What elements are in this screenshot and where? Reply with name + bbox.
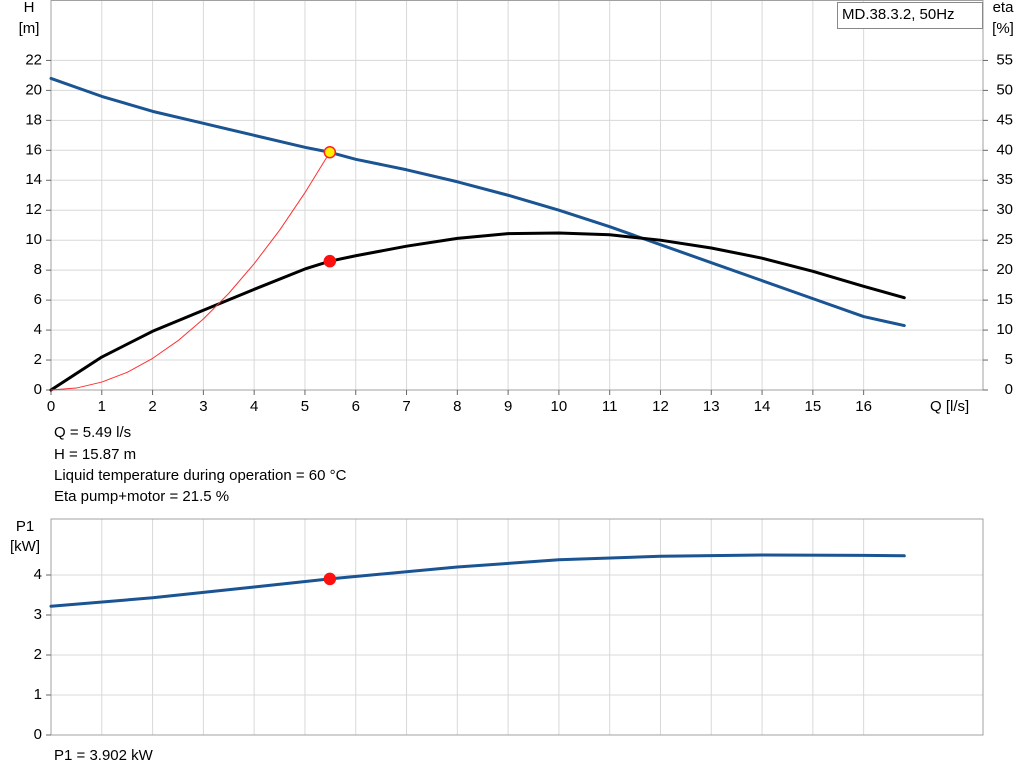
x-tick-label: 13 bbox=[703, 398, 720, 415]
duty-point bbox=[323, 572, 337, 586]
y-tick-label: 6 bbox=[34, 291, 42, 308]
y2-tick-label: 10 bbox=[996, 321, 1013, 338]
x-tick-label: 12 bbox=[652, 398, 669, 415]
chart-title: MD.38.3.2, 50Hz bbox=[842, 6, 955, 23]
x-tick-label: 7 bbox=[402, 398, 410, 415]
plot-frame bbox=[50, 0, 984, 391]
duty-point bbox=[323, 254, 337, 268]
y2-tick-label: 30 bbox=[996, 201, 1013, 218]
x-tick-label: 9 bbox=[504, 398, 512, 415]
info-line: H = 15.87 m bbox=[54, 446, 136, 463]
x-tick-label: 14 bbox=[754, 398, 771, 415]
y-tick-label: 10 bbox=[25, 231, 42, 248]
x-tick-label: 1 bbox=[98, 398, 106, 415]
curve bbox=[49, 76, 906, 328]
x-tick-label: 0 bbox=[47, 398, 55, 415]
y-tick-label: 16 bbox=[25, 141, 42, 158]
curve bbox=[50, 151, 331, 391]
curve bbox=[49, 553, 906, 608]
x-tick-label: 6 bbox=[352, 398, 360, 415]
x-tick-label: 5 bbox=[301, 398, 309, 415]
info-line: P1 = 3.902 kW bbox=[54, 747, 154, 764]
y2-axis-unit: [%] bbox=[992, 20, 1014, 37]
y-tick-label: 3 bbox=[34, 606, 42, 623]
y2-tick-label: 40 bbox=[996, 141, 1013, 158]
y-axis-label: H bbox=[24, 0, 35, 16]
y2-tick-label: 0 bbox=[1005, 381, 1013, 398]
y2-tick-label: 25 bbox=[996, 231, 1013, 248]
x-tick-label: 15 bbox=[805, 398, 822, 415]
x-tick-label: 16 bbox=[855, 398, 872, 415]
y2-tick-label: 45 bbox=[996, 111, 1013, 128]
plot-frame bbox=[50, 518, 984, 736]
y-tick-label: 0 bbox=[34, 381, 42, 398]
title-box bbox=[837, 2, 983, 29]
y2-tick-label: 50 bbox=[996, 81, 1013, 98]
info-line: Q = 5.49 l/s bbox=[54, 424, 131, 441]
y-tick-label: 14 bbox=[25, 171, 42, 188]
y-tick-label: 2 bbox=[34, 351, 42, 368]
y-tick-label: 22 bbox=[25, 51, 42, 68]
y-tick-label: 20 bbox=[25, 81, 42, 98]
info-line: Eta pump+motor = 21.5 % bbox=[54, 488, 229, 505]
x-tick-label: 8 bbox=[453, 398, 461, 415]
y-tick-label: 0 bbox=[34, 726, 42, 743]
y2-tick-label: 5 bbox=[1005, 351, 1013, 368]
y-axis-unit: [kW] bbox=[10, 538, 40, 555]
y2-axis-label: eta bbox=[993, 0, 1015, 16]
x-axis-label: Q [l/s] bbox=[930, 398, 969, 415]
y-tick-label: 8 bbox=[34, 261, 42, 278]
y2-tick-label: 55 bbox=[996, 51, 1013, 68]
y-tick-label: 1 bbox=[34, 686, 42, 703]
y2-tick-label: 15 bbox=[996, 291, 1013, 308]
y-axis-label: P1 bbox=[16, 518, 34, 535]
y-tick-label: 18 bbox=[25, 111, 42, 128]
y2-tick-label: 20 bbox=[996, 261, 1013, 278]
y2-tick-label: 35 bbox=[996, 171, 1013, 188]
y-tick-label: 2 bbox=[34, 646, 42, 663]
curve bbox=[49, 231, 906, 392]
info-line: Liquid temperature during operation = 60… bbox=[54, 467, 347, 484]
x-tick-label: 2 bbox=[148, 398, 156, 415]
y-tick-label: 4 bbox=[34, 321, 42, 338]
x-tick-label: 10 bbox=[551, 398, 568, 415]
x-tick-label: 4 bbox=[250, 398, 258, 415]
x-tick-label: 11 bbox=[602, 398, 618, 415]
y-tick-label: 12 bbox=[25, 201, 42, 218]
y-tick-label: 4 bbox=[34, 566, 42, 583]
y-axis-unit: [m] bbox=[19, 20, 40, 37]
duty-point bbox=[323, 146, 337, 159]
x-tick-label: 3 bbox=[199, 398, 207, 415]
